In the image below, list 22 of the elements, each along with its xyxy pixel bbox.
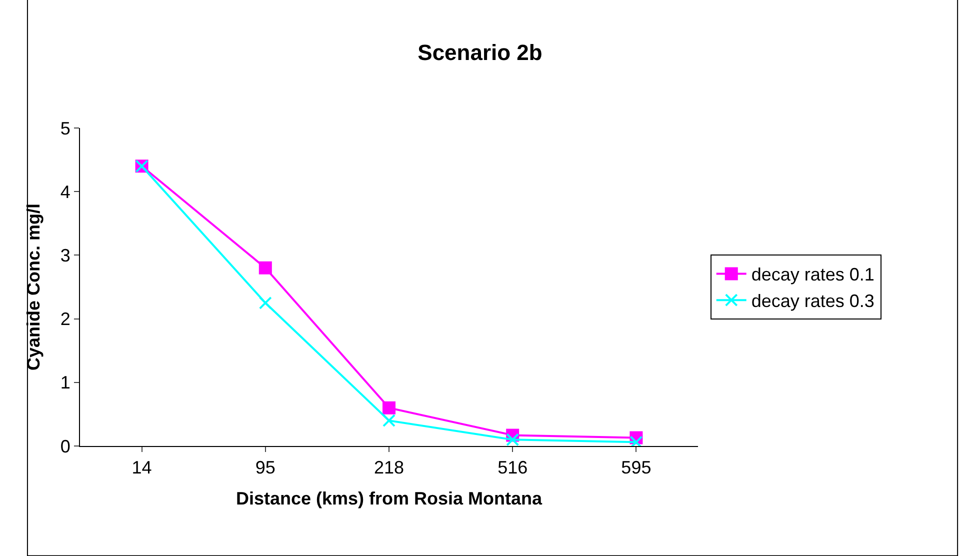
point: [630, 436, 643, 446]
x-tick-label: 95: [255, 458, 276, 478]
legend-label: decay rates 0.3: [751, 291, 874, 312]
point: [258, 296, 272, 310]
y-tick-label: 1: [60, 372, 70, 393]
y-tick-label: 2: [60, 309, 70, 330]
y-tick-label: 0: [60, 436, 70, 456]
x-axis-title: Distance (kms) from Rosia Montana: [236, 488, 544, 509]
point: [258, 261, 272, 274]
y-axis-title: Cyanide Conc. mg/l: [24, 203, 44, 371]
x-tick-label: 595: [621, 458, 652, 478]
point: [382, 401, 396, 414]
x-tick-label: 516: [498, 458, 528, 478]
y-tick-label: 4: [60, 182, 70, 202]
x-tick-label: 14: [132, 458, 152, 478]
y-tick-label: 5: [60, 118, 70, 138]
x-tick-label: 218: [374, 458, 404, 478]
point: [506, 433, 520, 446]
point: [382, 414, 396, 428]
legend-label: decay rates 0.1: [751, 264, 874, 285]
chart-title: Scenario 2b: [418, 40, 542, 65]
y-tick-label: 3: [60, 246, 70, 266]
